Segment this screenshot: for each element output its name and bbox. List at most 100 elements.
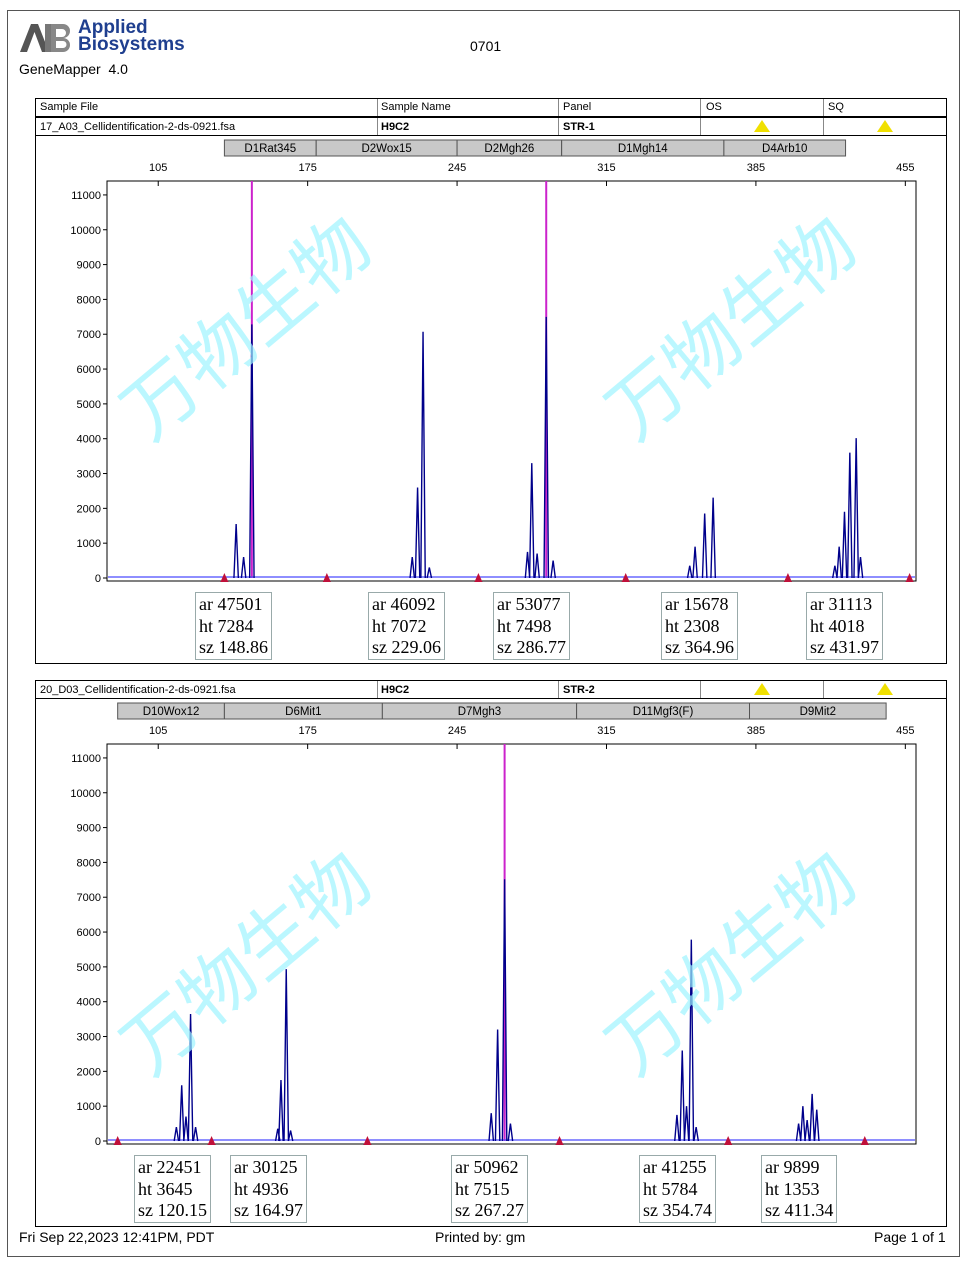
size-value: sz 411.34 — [765, 1200, 834, 1220]
sample-name: H9C2 — [381, 684, 410, 696]
bin-marker — [220, 573, 229, 582]
peak — [683, 1106, 690, 1142]
sq-warning-icon — [877, 683, 893, 695]
peak — [543, 316, 550, 579]
peak — [173, 1126, 180, 1142]
x-tick-label: 315 — [597, 725, 615, 737]
sample-name: H9C2 — [381, 121, 410, 133]
col-sq: SQ — [828, 101, 844, 113]
peak — [710, 497, 717, 579]
sample-panel-1: 17_A03_Cellidentification-2-ds-0921.fsa … — [35, 117, 947, 664]
area-value: ar 46092 — [372, 594, 436, 614]
x-tick-label: 455 — [896, 725, 914, 737]
y-tick-label: 11000 — [71, 190, 101, 202]
peak — [183, 1116, 189, 1142]
peak — [187, 1014, 194, 1142]
peak — [524, 551, 531, 579]
height-value: ht 3645 — [138, 1178, 193, 1199]
area-value: ar 22451 — [138, 1157, 202, 1177]
y-tick-label: 7000 — [77, 329, 101, 341]
marker-label: D2Mgh26 — [484, 143, 534, 155]
sq-warning-icon — [877, 120, 893, 132]
bin-marker — [322, 573, 331, 582]
y-tick-label: 4000 — [77, 997, 101, 1009]
bin-marker — [555, 1136, 564, 1145]
sample-row: 17_A03_Cellidentification-2-ds-0921.fsa … — [36, 118, 946, 136]
marker-label: D9Mit2 — [800, 706, 836, 718]
brand-line-2: Biosystems — [78, 34, 185, 55]
peak — [679, 1050, 686, 1142]
peak — [488, 1113, 495, 1142]
peak — [420, 331, 426, 579]
peak — [426, 567, 433, 579]
x-tick-label: 385 — [747, 162, 765, 174]
height-value: ht 7515 — [455, 1178, 510, 1199]
peak — [494, 1029, 501, 1142]
allele-label: ar 22451 ht 3645 sz 120.15 — [134, 1155, 211, 1223]
brand-name: Applied Biosystems — [78, 17, 185, 55]
allele-label: ar 50962 ht 7515 sz 267.27 — [451, 1155, 528, 1223]
allele-label: ar 47501 ht 7284 sz 148.86 — [195, 592, 272, 660]
printed-by: Printed by: gm — [435, 1229, 526, 1245]
col-panel: Panel — [563, 101, 592, 113]
peak — [804, 1120, 811, 1142]
col-sample-file: Sample File — [40, 101, 99, 113]
y-tick-label: 1000 — [77, 1101, 101, 1113]
os-warning-icon — [754, 120, 770, 132]
bin-marker — [113, 1136, 122, 1145]
page-border — [7, 10, 960, 1257]
bin-marker — [363, 1136, 372, 1145]
peak — [550, 560, 557, 579]
bin-marker — [905, 573, 914, 582]
bin-marker — [724, 1136, 733, 1145]
peak — [674, 1114, 680, 1142]
brand-line-1: Applied — [78, 17, 148, 38]
bin-marker — [860, 1136, 869, 1145]
peak — [809, 1093, 816, 1142]
print-date: Fri Sep 22,2023 12:41PM, PDT — [19, 1229, 215, 1245]
sample-row: 20_D03_Cellidentification-2-ds-0921.fsa … — [36, 681, 946, 699]
peak — [701, 513, 708, 579]
peak — [693, 1126, 700, 1142]
marker-bar — [723, 139, 847, 157]
y-tick-label: 4000 — [77, 434, 101, 446]
bin-marker — [474, 573, 483, 582]
peak — [287, 1130, 294, 1142]
x-tick-label: 105 — [149, 162, 167, 174]
col-sample-name: Sample Name — [381, 101, 451, 113]
plot-frame — [106, 180, 917, 582]
y-tick-label: 10000 — [70, 788, 101, 800]
height-value: ht 4018 — [810, 615, 865, 636]
height-value: ht 2308 — [665, 615, 720, 636]
bin-marker — [207, 1136, 216, 1145]
run-id: 0701 — [470, 38, 502, 54]
allele-label: ar 31113 ht 4018 sz 431.97 — [806, 592, 883, 660]
peak — [240, 557, 247, 579]
marker-label: D6Mit1 — [285, 706, 321, 718]
area-value: ar 31113 — [810, 594, 873, 614]
allele-label: ar 15678 ht 2308 sz 364.96 — [661, 592, 738, 660]
size-value: sz 431.97 — [810, 637, 879, 657]
column-header-row: Sample File Sample Name Panel OS SQ — [35, 98, 947, 117]
height-value: ht 7284 — [199, 615, 254, 636]
sample-panel-2: 20_D03_Cellidentification-2-ds-0921.fsa … — [35, 680, 947, 1227]
allele-label: ar 46092 ht 7072 sz 229.06 — [368, 592, 445, 660]
size-value: sz 267.27 — [455, 1200, 524, 1220]
app-title: GeneMapper 4.0 — [19, 61, 128, 77]
y-tick-label: 5000 — [77, 399, 101, 411]
bin-marker — [783, 573, 792, 582]
peak — [688, 939, 695, 1142]
col-os: OS — [706, 101, 722, 113]
area-value: ar 9899 — [765, 1157, 820, 1177]
height-value: ht 4936 — [234, 1178, 289, 1199]
y-tick-label: 3000 — [77, 1032, 101, 1044]
peak — [192, 1126, 199, 1142]
y-tick-label: 11000 — [71, 753, 101, 765]
x-tick-label: 455 — [896, 162, 914, 174]
allele-label: ar 41255 ht 5784 sz 354.74 — [639, 1155, 716, 1223]
y-tick-label: 3000 — [77, 469, 101, 481]
allele-label: ar 30125 ht 4936 sz 164.97 — [230, 1155, 307, 1223]
peak — [846, 452, 853, 579]
peak — [501, 879, 508, 1142]
